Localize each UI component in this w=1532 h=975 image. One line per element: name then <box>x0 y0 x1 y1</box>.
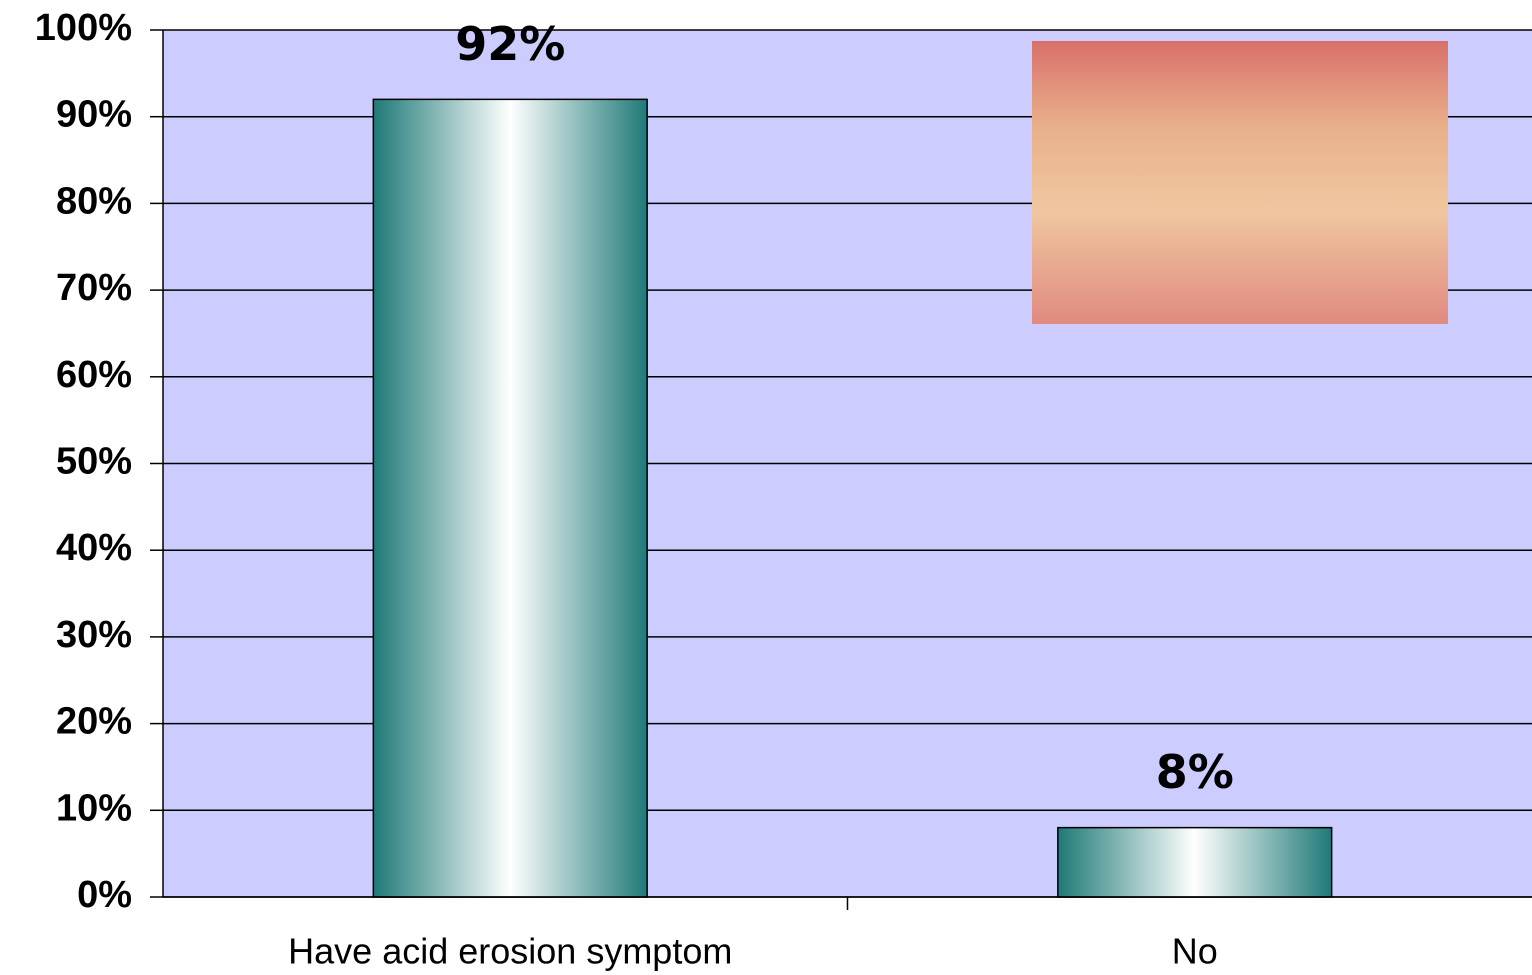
x-tick-label: No <box>1172 931 1218 972</box>
y-tick-label: 50% <box>56 441 132 483</box>
y-tick-label: 40% <box>56 527 132 569</box>
y-tick-label: 100% <box>35 7 132 49</box>
photo <box>1032 41 1448 324</box>
value-label: 92% <box>455 17 565 71</box>
value-label: 8% <box>1156 745 1234 799</box>
y-tick-label: 80% <box>56 180 132 222</box>
y-tick-label: 90% <box>56 94 132 136</box>
y-tick-label: 20% <box>56 701 132 743</box>
y-tick-label: 60% <box>56 354 132 396</box>
bar <box>1057 826 1333 898</box>
bar <box>372 98 648 898</box>
x-tick-label: Have acid erosion symptom <box>288 931 732 972</box>
y-tick-label: 10% <box>56 787 132 829</box>
y-tick-label: 0% <box>77 874 132 916</box>
y-tick-label: 70% <box>56 267 132 309</box>
y-tick-label: 30% <box>56 614 132 656</box>
